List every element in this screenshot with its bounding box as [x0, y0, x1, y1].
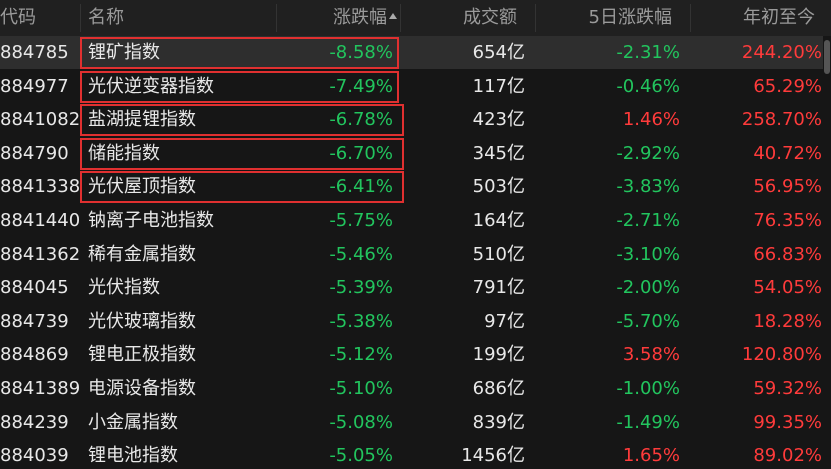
highlight-box [80, 137, 404, 170]
change-ytd: 54.05% [753, 277, 822, 299]
name: 光伏逆变器指数 [88, 75, 214, 97]
name: 小金属指数 [88, 411, 178, 433]
change-ytd: 66.83% [753, 243, 822, 265]
change-ytd: 18.28% [753, 310, 822, 332]
name: 锂电池指数 [88, 445, 178, 467]
change: -7.49% [329, 75, 393, 97]
change-5day: -1.49% [616, 411, 680, 433]
change-5day: -2.31% [616, 42, 680, 63]
highlight-box [80, 104, 404, 137]
header-bg [0, 0, 831, 36]
column-separator [535, 4, 536, 32]
change-ytd: 99.35% [753, 411, 822, 433]
volume: 839亿 [472, 411, 525, 433]
volume: 510亿 [472, 243, 525, 265]
change-5day: 3.58% [622, 344, 680, 366]
code: 884869 [0, 344, 69, 366]
change-5day: -2.92% [616, 142, 680, 164]
code: 884045 [0, 277, 69, 299]
highlight-box [80, 37, 399, 69]
volume: 423亿 [472, 109, 525, 131]
change-ytd: 120.80% [741, 344, 822, 366]
change-5day: -1.00% [616, 378, 680, 399]
header-code: 代码 [0, 7, 36, 28]
volume: 686亿 [472, 378, 525, 399]
column-separator [276, 4, 277, 32]
name: 电源设备指数 [88, 378, 196, 399]
name: 锂电正极指数 [88, 344, 196, 366]
change-5day: -2.00% [616, 277, 680, 299]
code: 8841389 [0, 378, 81, 399]
highlight-box [80, 171, 404, 204]
change: -5.75% [329, 210, 393, 231]
change-5day: -3.10% [616, 243, 680, 265]
name: 盐湖提锂指数 [88, 109, 196, 131]
change: -5.10% [329, 378, 393, 399]
change-ytd: 89.02% [753, 445, 822, 467]
volume: 345亿 [472, 142, 525, 164]
volume: 199亿 [472, 344, 525, 366]
column-separator [80, 4, 81, 32]
volume: 654亿 [472, 42, 525, 63]
volume: 1456亿 [461, 445, 525, 467]
change-ytd: 244.20% [741, 42, 822, 63]
change: -6.70% [329, 142, 393, 164]
header-ytd: 年初至今 [743, 7, 815, 28]
change-ytd: 56.95% [753, 176, 822, 198]
change-5day: -5.70% [616, 310, 680, 332]
change: -5.39% [329, 277, 393, 299]
change: -5.05% [329, 445, 393, 467]
code: 884239 [0, 411, 69, 433]
code: 884039 [0, 445, 69, 467]
change-ytd: 76.35% [753, 210, 822, 231]
code: 8841440 [0, 210, 81, 231]
change: -5.12% [329, 344, 393, 366]
name: 光伏屋顶指数 [88, 176, 196, 198]
change: -5.38% [329, 310, 393, 332]
header-5day: 5日涨跌幅 [588, 7, 672, 28]
volume: 97亿 [484, 310, 525, 332]
name: 锂矿指数 [88, 42, 160, 63]
code: 884739 [0, 310, 69, 332]
code: 8841082 [0, 109, 81, 131]
change-ytd: 59.32% [753, 378, 822, 399]
sort-arrow [389, 13, 397, 19]
volume: 117亿 [472, 75, 525, 97]
change: -6.41% [329, 176, 393, 198]
header-volume: 成交额 [463, 7, 517, 28]
change-ytd: 65.29% [753, 75, 822, 97]
change-5day: -2.71% [616, 210, 680, 231]
code: 884785 [0, 42, 69, 63]
change-5day: -0.46% [616, 75, 680, 97]
code: 8841362 [0, 243, 81, 265]
change-5day: 1.46% [622, 109, 680, 131]
change: -8.58% [329, 42, 393, 63]
column-separator [690, 4, 691, 32]
volume: 791亿 [472, 277, 525, 299]
highlight-box [80, 70, 399, 103]
header-change: 涨跌幅 [333, 7, 387, 28]
change-5day: -3.83% [616, 176, 680, 198]
code: 884790 [0, 142, 69, 164]
change-5day: 1.65% [622, 445, 680, 467]
change: -5.08% [329, 411, 393, 433]
code: 884977 [0, 75, 69, 97]
change: -5.46% [329, 243, 393, 265]
name: 稀有金属指数 [88, 243, 196, 265]
volume: 503亿 [472, 176, 525, 198]
change: -6.78% [329, 109, 393, 131]
code: 8841338 [0, 176, 81, 198]
header-name: 名称 [88, 7, 124, 28]
name: 钠离子电池指数 [88, 210, 214, 231]
change-ytd: 258.70% [741, 109, 822, 131]
name: 储能指数 [88, 142, 160, 164]
name: 光伏玻璃指数 [88, 310, 196, 332]
volume: 164亿 [472, 210, 525, 231]
name: 光伏指数 [88, 277, 160, 299]
column-separator [400, 4, 401, 32]
row-highlight [0, 36, 823, 69]
scrollbar [824, 40, 830, 74]
change-ytd: 40.72% [753, 142, 822, 164]
